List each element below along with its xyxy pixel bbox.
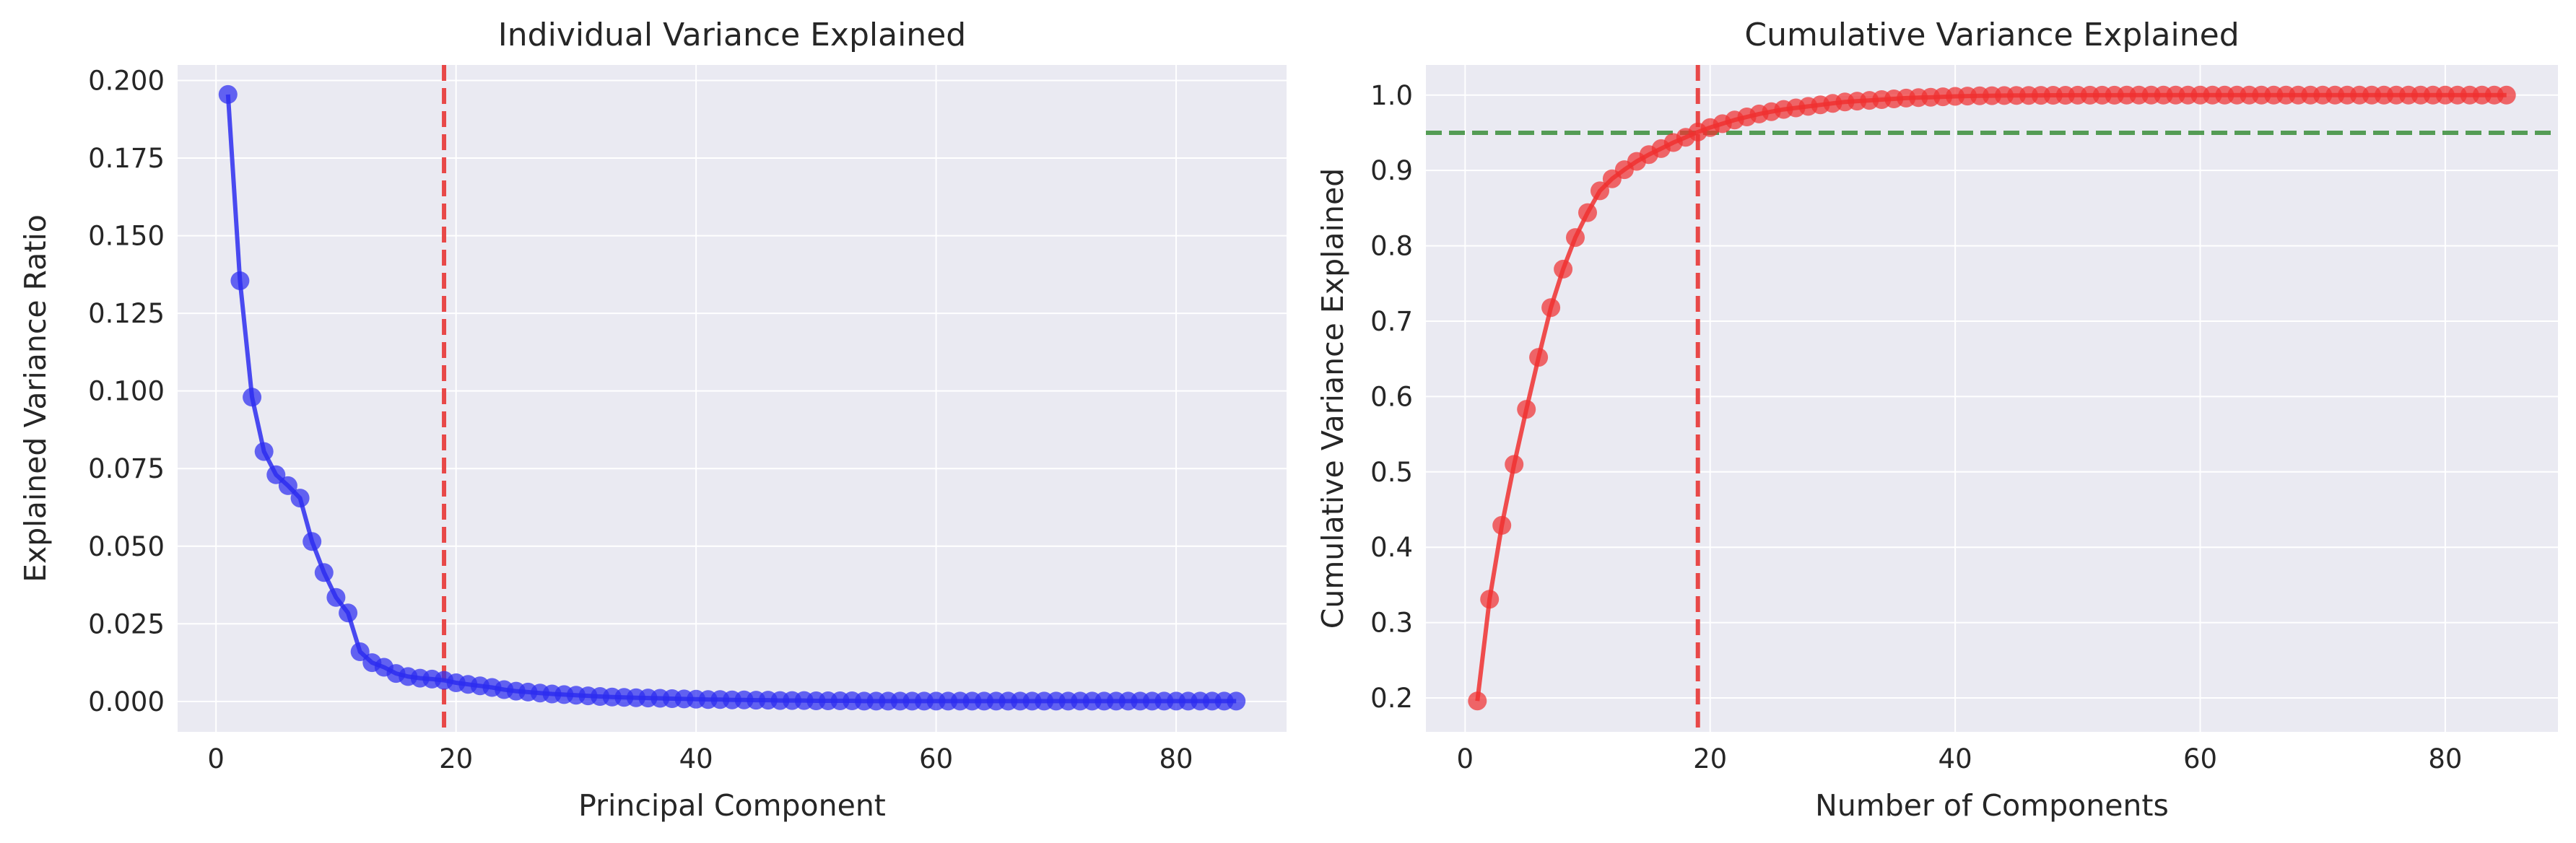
data-point (1591, 181, 1609, 201)
x-tick-label: 60 (919, 743, 953, 774)
y-tick-label: 0.9 (1370, 155, 1413, 186)
y-tick-label: 0.075 (88, 453, 165, 484)
y-tick-label: 0.100 (88, 376, 165, 407)
x-tick-label: 0 (1457, 743, 1474, 774)
data-point (266, 465, 286, 484)
data-point (278, 476, 297, 495)
y-axis-label: Cumulative Variance Explained (1315, 168, 1350, 629)
y-tick-label: 0.7 (1370, 306, 1413, 337)
y-tick-label: 0.4 (1370, 532, 1413, 563)
data-point (1554, 259, 1573, 279)
data-point (2497, 85, 2516, 105)
x-axis-label: Principal Component (578, 788, 886, 823)
chart-cumulative-variance: 0 20 40 60 80 0.2 0.3 0.4 0.5 0.6 0.7 0.8 0.9 1.0 Cu… (1315, 17, 2558, 823)
data-point (218, 84, 238, 104)
data-point (1529, 348, 1549, 367)
chart-title: Individual Variance Explained (498, 17, 966, 53)
x-tick-label: 40 (1938, 743, 1972, 774)
data-point (1505, 455, 1524, 474)
data-point (339, 603, 358, 623)
data-point (1227, 691, 1246, 711)
data-point (314, 563, 334, 582)
plot-area (178, 65, 1287, 732)
x-tick-label: 20 (439, 743, 473, 774)
reference-lines (1426, 65, 2558, 732)
data-point (303, 532, 322, 551)
series-group (218, 84, 1246, 711)
data-point (254, 442, 274, 461)
chart-title: Cumulative Variance Explained (1744, 17, 2239, 53)
y-ticks: 0.000 0.025 0.050 0.075 0.100 0.125 0.150 0.175… (88, 66, 165, 717)
y-tick-label: 0.2 (1370, 683, 1413, 714)
y-ticks: 0.2 0.3 0.4 0.5 0.6 0.7 0.8 0.9 1.0 (1370, 80, 1413, 714)
data-point (350, 642, 370, 661)
data-point (290, 489, 310, 508)
y-tick-label: 0.000 (88, 686, 165, 717)
y-tick-label: 0.025 (88, 608, 165, 639)
x-axis-label: Number of Components (1815, 788, 2169, 823)
y-tick-label: 0.125 (88, 298, 165, 329)
data-point (1480, 590, 1500, 609)
x-tick-label: 0 (207, 743, 225, 774)
x-tick-label: 20 (1693, 743, 1727, 774)
data-point (243, 388, 262, 407)
chart-individual-variance: 0 20 40 60 80 0.000 0.025 0.050 0.075 0.100 0.125… (18, 17, 1287, 823)
x-tick-label: 80 (1159, 743, 1193, 774)
data-point (1468, 691, 1487, 711)
data-point (1566, 228, 1585, 248)
data-point (230, 271, 250, 290)
series-group (1468, 85, 2516, 711)
y-tick-label: 0.150 (88, 221, 165, 252)
y-tick-label: 1.0 (1370, 80, 1413, 111)
y-axis-label: Explained Variance Ratio (18, 214, 53, 582)
data-point (1517, 400, 1536, 419)
y-tick-label: 0.5 (1370, 457, 1413, 488)
data-point (1541, 298, 1561, 318)
data-point (326, 588, 346, 607)
x-ticks: 0 20 40 60 80 (1457, 743, 2463, 774)
y-tick-label: 0.3 (1370, 608, 1413, 639)
y-tick-label: 0.8 (1370, 231, 1413, 262)
y-tick-label: 0.050 (88, 531, 165, 562)
x-tick-label: 80 (2428, 743, 2462, 774)
x-tick-label: 40 (679, 743, 713, 774)
y-tick-label: 0.175 (88, 143, 165, 174)
x-tick-label: 60 (2183, 743, 2217, 774)
data-point (1492, 515, 1512, 535)
plot-area (1426, 65, 2558, 732)
y-tick-label: 0.200 (88, 66, 165, 97)
y-tick-label: 0.6 (1370, 381, 1413, 412)
x-ticks: 0 20 40 60 80 (207, 743, 1193, 774)
data-point (1578, 203, 1597, 222)
